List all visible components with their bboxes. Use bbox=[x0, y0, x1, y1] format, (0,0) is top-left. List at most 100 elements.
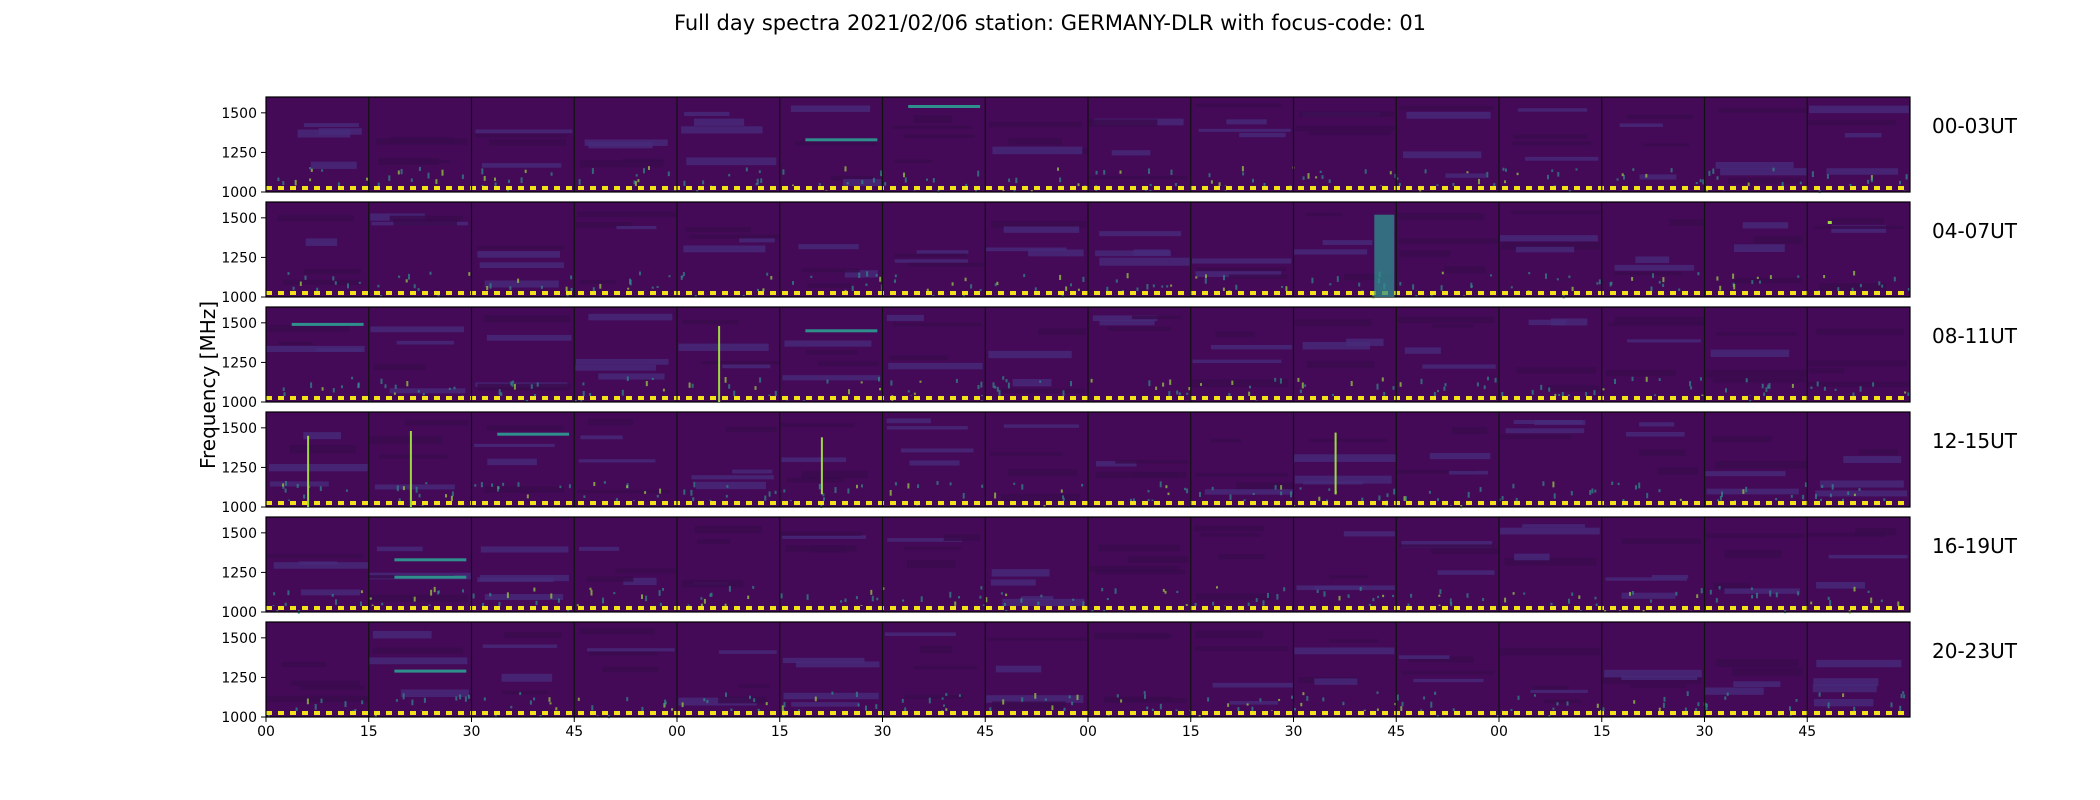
rfi-speckle bbox=[1867, 590, 1870, 594]
rfi-speckle bbox=[294, 179, 297, 186]
rfi-speckle bbox=[398, 498, 401, 502]
noise-band bbox=[1621, 592, 1676, 599]
noise-band bbox=[884, 632, 956, 637]
rfi-speckle bbox=[943, 704, 945, 707]
rfi-speckle bbox=[1399, 382, 1402, 387]
noise-band bbox=[1094, 632, 1169, 640]
noise-band bbox=[587, 418, 633, 426]
noise-band bbox=[1298, 111, 1395, 118]
rfi-speckle bbox=[1148, 168, 1150, 174]
row-frame bbox=[265, 201, 1911, 298]
noise-band bbox=[1028, 249, 1084, 257]
rfi-speckle bbox=[865, 283, 868, 287]
rfi-speckle bbox=[427, 172, 430, 179]
rfi-speckle bbox=[1566, 701, 1569, 706]
noise-band bbox=[1012, 379, 1052, 387]
noise-band bbox=[739, 238, 775, 243]
rfi-speckle bbox=[331, 593, 334, 597]
rfi-speckle bbox=[882, 587, 885, 590]
rfi-speckle bbox=[435, 179, 438, 184]
rfi-speckle bbox=[855, 596, 858, 600]
noise-band bbox=[486, 335, 572, 341]
rfi-speckle bbox=[591, 168, 594, 174]
rfi-speckle bbox=[1381, 377, 1384, 382]
noise-band bbox=[1528, 319, 1566, 326]
rfi-speckle bbox=[1280, 491, 1283, 496]
rfi-speckle bbox=[1378, 495, 1381, 501]
rfi-speckle bbox=[483, 697, 486, 701]
rfi-speckle bbox=[928, 697, 931, 704]
noise-band bbox=[1038, 328, 1086, 336]
rfi-speckle bbox=[846, 182, 849, 185]
rfi-speckle bbox=[658, 590, 661, 596]
noise-band bbox=[488, 139, 567, 146]
rfi-speckle bbox=[1059, 177, 1062, 183]
noise-band bbox=[1500, 647, 1601, 656]
rfi-speckle bbox=[1899, 705, 1902, 712]
noise-band bbox=[1606, 369, 1676, 377]
rfi-speckle bbox=[659, 488, 662, 494]
noise-band bbox=[1713, 582, 1751, 590]
rfi-speckle bbox=[510, 381, 513, 386]
rfi-speckle bbox=[1440, 285, 1443, 291]
rfi-speckle bbox=[1299, 389, 1302, 394]
rfi-speckle bbox=[1188, 387, 1191, 391]
rfi-speckle bbox=[559, 485, 562, 489]
noise-band bbox=[1501, 242, 1600, 250]
rfi-speckle bbox=[489, 592, 492, 597]
rfi-speckle bbox=[703, 598, 706, 604]
rfi-speckle bbox=[369, 597, 372, 600]
noise-band bbox=[579, 280, 616, 284]
rfi-speckle bbox=[1589, 490, 1592, 495]
noise-band bbox=[903, 134, 975, 138]
row-time-label: 00-03UT bbox=[1932, 114, 2018, 138]
rfi-speckle bbox=[1504, 597, 1507, 603]
rfi-speckle bbox=[1255, 598, 1258, 602]
rfi-speckle bbox=[1550, 602, 1553, 606]
rfi-speckle bbox=[1476, 382, 1479, 387]
noise-band bbox=[579, 628, 655, 635]
rfi-speckle bbox=[820, 502, 823, 509]
spectra-row: 1000 1250 1500 20-23UT bbox=[221, 621, 2018, 726]
rfi-speckle bbox=[282, 387, 285, 391]
noise-band bbox=[682, 579, 744, 588]
noise-band bbox=[372, 647, 463, 654]
noise-band bbox=[477, 383, 571, 391]
noise-band bbox=[477, 245, 565, 250]
rfi-speckle bbox=[1082, 601, 1085, 607]
noise-band bbox=[1532, 685, 1569, 691]
rfi-speckle bbox=[1302, 692, 1305, 696]
rfi-speckle bbox=[1267, 592, 1269, 598]
rfi-speckle bbox=[1552, 481, 1555, 488]
y-tick-label: 1250 bbox=[221, 460, 257, 476]
noise-band bbox=[477, 577, 554, 583]
rfi-speckle bbox=[1116, 694, 1119, 698]
rfi-speckle bbox=[1756, 276, 1759, 280]
rfi-speckle bbox=[792, 281, 794, 285]
noise-band bbox=[278, 341, 313, 346]
rfi-speckle bbox=[920, 596, 923, 602]
rfi-speckle bbox=[494, 177, 496, 181]
noise-band bbox=[1196, 593, 1271, 601]
rfi-speckle bbox=[857, 703, 860, 707]
rfi-speckle bbox=[1420, 378, 1423, 385]
rfi-speckle bbox=[1870, 177, 1873, 183]
rfi-speckle bbox=[1283, 587, 1286, 592]
rfi-speckle bbox=[429, 271, 432, 275]
row-time-label: 12-15UT bbox=[1932, 429, 2018, 453]
rfi-speckle bbox=[361, 700, 364, 705]
rfi-speckle bbox=[1662, 277, 1665, 283]
rfi-speckle bbox=[410, 178, 413, 182]
noise-band bbox=[1296, 585, 1395, 591]
noise-band bbox=[1294, 319, 1372, 327]
rfi-speckle bbox=[396, 485, 399, 492]
noise-band bbox=[1732, 667, 1803, 676]
rfi-speckle bbox=[1715, 598, 1718, 603]
rfi-speckle bbox=[1034, 693, 1037, 699]
rfi-speckle bbox=[1810, 601, 1813, 605]
noise-band bbox=[370, 326, 464, 333]
noise-band bbox=[1403, 151, 1482, 159]
rfi-speckle bbox=[1077, 183, 1080, 187]
rfi-speckle bbox=[1804, 482, 1807, 488]
rfi-speckle bbox=[1399, 282, 1402, 286]
